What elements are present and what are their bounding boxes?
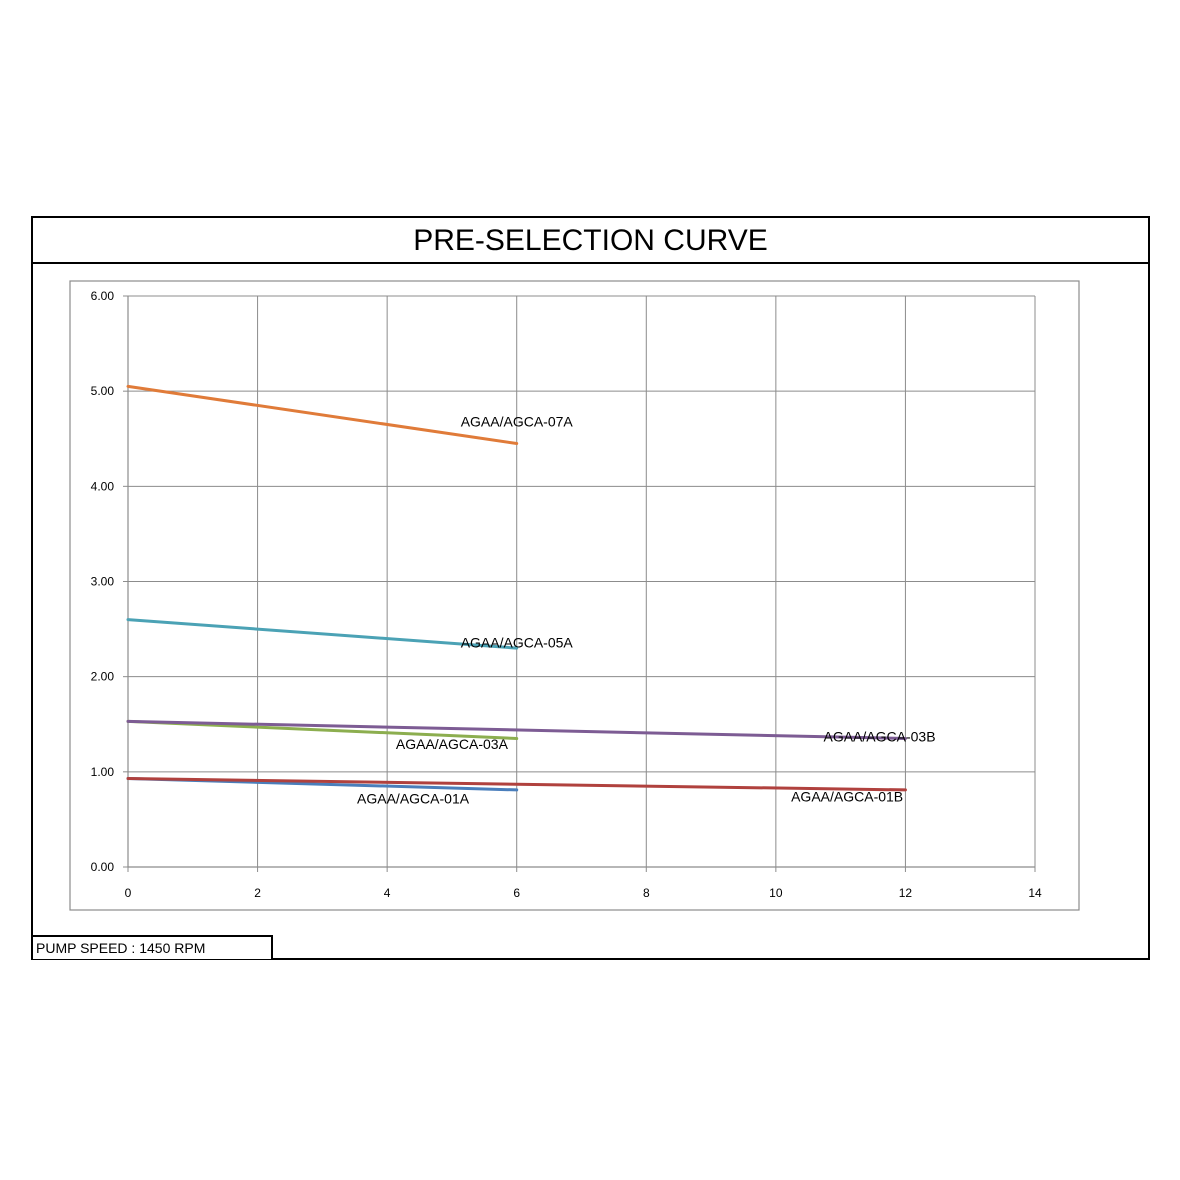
gridlines: [128, 295, 1036, 867]
tick-labels: 0.00 1.00 2.00 3.00 4.00 5.00 6.00 0 2 4 6 8 10 12 14: [91, 289, 1042, 900]
series-label: AGAA/AGCA-03B: [823, 729, 935, 745]
y-tick-label: 2.00: [91, 670, 115, 684]
y-tick-label: 3.00: [91, 575, 115, 589]
series-line-agaa-agca-01b: [126, 776, 907, 792]
y-tick-label: 5.00: [91, 384, 115, 398]
series-label: AGAA/AGCA-05A: [461, 634, 574, 650]
x-tick-label: 14: [1028, 886, 1042, 900]
y-tick-label: 4.00: [91, 479, 115, 493]
pump-speed-label: PUMP SPEED : 1450 RPM: [36, 940, 206, 956]
series-label: AGAA/AGCA-03A: [396, 736, 509, 752]
x-tick-label: 10: [769, 886, 783, 900]
series-labels: AGAA/AGCA-07A AGAA/AGCA-05A AGAA/AGCA-03A A…: [357, 414, 936, 807]
x-tick-label: 12: [899, 886, 913, 900]
series-label: AGAA/AGCA-07A: [461, 414, 574, 430]
series-line-agaa-agca-05a: [126, 618, 519, 650]
frame-bottom-border: [31, 958, 1150, 960]
chart-frame: PRE-SELECTION CURVE: [31, 216, 1150, 960]
y-tick-label: 0.00: [91, 860, 115, 874]
series-label: AGAA/AGCA-01B: [791, 789, 903, 805]
x-tick-label: 8: [643, 886, 650, 900]
plot-area-border: [69, 280, 1080, 911]
x-tick-label: 2: [254, 886, 261, 900]
page-title: PRE-SELECTION CURVE: [413, 224, 768, 257]
title-bar: PRE-SELECTION CURVE: [33, 218, 1148, 264]
series-lines: [126, 384, 907, 792]
series-label: AGAA/AGCA-01A: [357, 790, 470, 806]
x-tick-label: 4: [384, 886, 391, 900]
x-tick-label: 0: [125, 886, 132, 900]
y-tick-label: 1.00: [91, 765, 115, 779]
pump-speed-box: PUMP SPEED : 1450 RPM: [31, 935, 273, 959]
series-line-agaa-agca-03b: [126, 719, 907, 741]
axes: [123, 295, 1036, 872]
x-tick-label: 6: [513, 886, 520, 900]
series-line-agaa-agca-07a: [126, 384, 519, 446]
y-tick-label: 6.00: [91, 289, 115, 303]
